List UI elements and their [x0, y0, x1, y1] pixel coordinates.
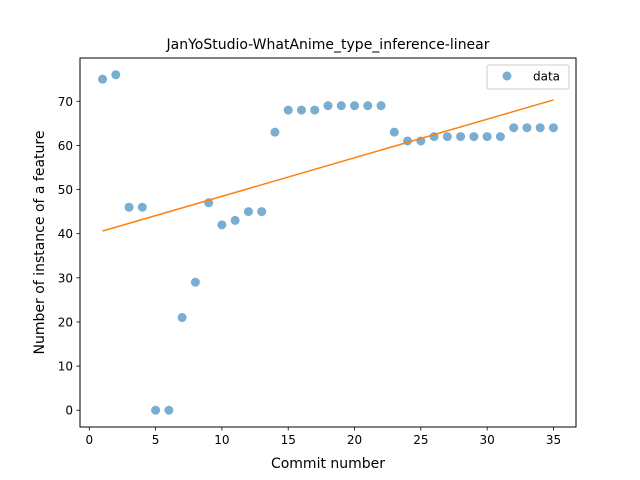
- data-point: [522, 123, 532, 133]
- x-tick-label: 0: [85, 433, 93, 447]
- y-tick-label: 40: [58, 227, 73, 241]
- data-point: [137, 202, 147, 212]
- data-point: [243, 207, 253, 217]
- y-tick-label: 30: [58, 271, 73, 285]
- data-point: [323, 101, 333, 111]
- data-point: [217, 220, 227, 230]
- data-point: [124, 202, 134, 212]
- y-tick-label: 50: [58, 183, 73, 197]
- x-tick-label: 5: [152, 433, 160, 447]
- data-point: [469, 132, 479, 142]
- data-point: [535, 123, 545, 133]
- plot-area: [98, 70, 558, 415]
- x-tick-label: 10: [214, 433, 229, 447]
- data-point: [98, 74, 108, 84]
- data-point: [257, 207, 267, 217]
- data-point: [111, 70, 121, 80]
- data-point: [270, 127, 280, 137]
- data-point: [350, 101, 360, 111]
- data-point: [548, 123, 558, 133]
- data-point: [389, 127, 399, 137]
- data-point: [230, 215, 240, 225]
- data-point: [509, 123, 519, 133]
- x-tick-label: 15: [281, 433, 296, 447]
- y-tick-label: 0: [65, 404, 73, 418]
- data-point: [190, 277, 200, 287]
- x-tick-label: 35: [546, 433, 561, 447]
- chart-title: JanYoStudio-WhatAnime_type_inference-lin…: [165, 37, 489, 53]
- y-tick-label: 10: [58, 360, 73, 374]
- data-point: [283, 105, 293, 115]
- data-point: [296, 105, 306, 115]
- data-point: [336, 101, 346, 111]
- x-tick-label: 25: [413, 433, 428, 447]
- trend-line: [102, 99, 554, 232]
- x-tick-label: 20: [347, 433, 362, 447]
- data-point: [363, 101, 373, 111]
- data-point: [151, 405, 161, 415]
- data-point: [482, 132, 492, 142]
- data-point: [456, 132, 466, 142]
- data-point: [376, 101, 386, 111]
- data-point: [495, 132, 505, 142]
- legend-label: data: [533, 70, 560, 84]
- legend-marker: [502, 71, 512, 81]
- data-point: [310, 105, 320, 115]
- y-tick-label: 70: [58, 95, 73, 109]
- x-axis-label: Commit number: [271, 456, 385, 472]
- legend: data: [486, 64, 570, 90]
- legend-box: [486, 64, 570, 90]
- axes-frame: [79, 57, 577, 428]
- axis-ticks: 0 5 10 15 20 25 30 35 0 10 20 30 40 50 60 70: [58, 95, 561, 447]
- data-point: [177, 313, 187, 323]
- data-point: [442, 132, 452, 142]
- data-point: [164, 405, 174, 415]
- x-tick-label: 30: [480, 433, 495, 447]
- y-axis-label: Number of instance of a feature: [32, 131, 48, 355]
- y-tick-label: 60: [58, 139, 73, 153]
- y-tick-label: 20: [58, 315, 73, 329]
